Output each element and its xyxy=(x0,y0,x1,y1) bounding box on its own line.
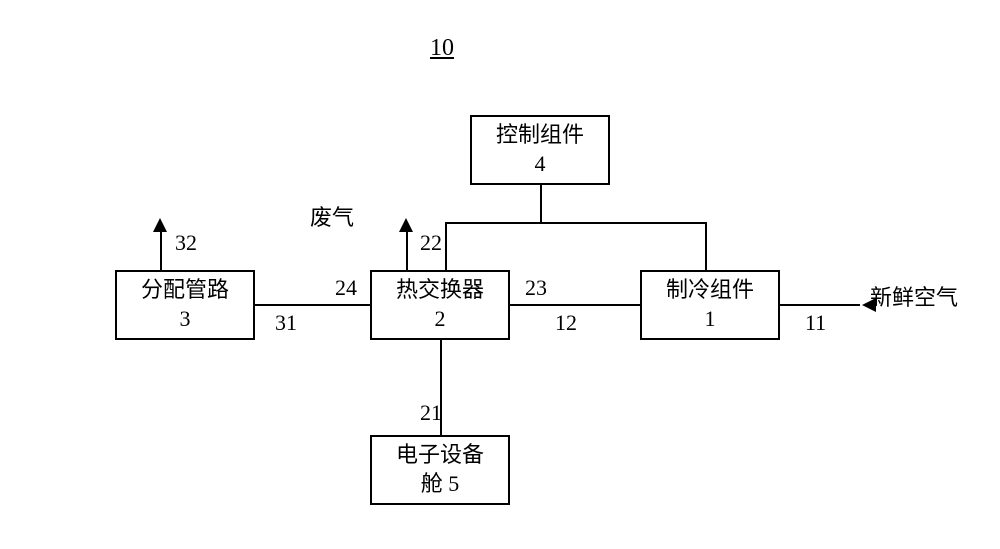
block-elec-num: 舱 5 xyxy=(421,470,460,499)
block-cooling-num: 1 xyxy=(705,305,716,334)
block-hex-label: 热交换器 xyxy=(396,276,484,305)
label-12: 12 xyxy=(555,310,577,336)
arrow-dist-head xyxy=(153,218,167,232)
connector-control-drop-left xyxy=(445,222,447,270)
arrow-exhaust-stem xyxy=(406,230,408,270)
block-control: 控制组件 4 xyxy=(470,115,610,185)
connector-control-drop-right xyxy=(705,222,707,270)
block-control-label: 控制组件 xyxy=(496,121,584,150)
block-cooling: 制冷组件 1 xyxy=(640,270,780,340)
label-22: 22 xyxy=(420,230,442,256)
block-control-num: 4 xyxy=(535,150,546,179)
block-distribution: 分配管路 3 xyxy=(115,270,255,340)
block-heat-exchanger: 热交换器 2 xyxy=(370,270,510,340)
label-23: 23 xyxy=(525,275,547,301)
connector-control-stem xyxy=(540,185,542,222)
arrow-exhaust-head xyxy=(399,218,413,232)
block-hex-num: 2 xyxy=(435,305,446,334)
label-31: 31 xyxy=(275,310,297,336)
label-exhaust: 废气 xyxy=(310,200,354,232)
label-32: 32 xyxy=(175,230,197,256)
block-electronics-bay: 电子设备 舱 5 xyxy=(370,435,510,505)
diagram-number: 10 xyxy=(430,35,454,62)
label-11: 11 xyxy=(805,310,826,336)
arrow-fresh-air-in xyxy=(862,298,876,312)
block-dist-label: 分配管路 xyxy=(141,276,229,305)
connector-control-fork-bar xyxy=(445,222,707,224)
connector-freshair-to-cooling xyxy=(780,304,860,306)
label-fresh-air: 新鲜空气 xyxy=(870,280,958,312)
label-24: 24 xyxy=(335,275,357,301)
connector-dist-to-hex xyxy=(255,304,370,306)
label-21: 21 xyxy=(420,400,442,426)
connector-hex-to-elec xyxy=(440,340,442,435)
connector-hex-to-cooling xyxy=(510,304,640,306)
arrow-dist-stem xyxy=(160,230,162,270)
block-elec-label: 电子设备 xyxy=(396,441,484,470)
block-dist-num: 3 xyxy=(180,305,191,334)
block-cooling-label: 制冷组件 xyxy=(666,276,754,305)
